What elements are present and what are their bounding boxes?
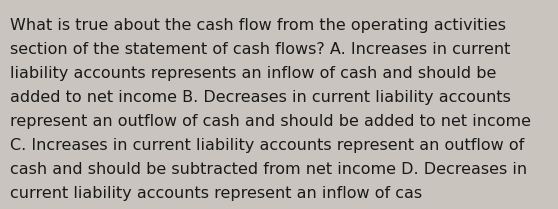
Text: added to net income B. Decreases in current liability accounts: added to net income B. Decreases in curr… [10,90,511,105]
Text: liability accounts represents an inflow of cash and should be: liability accounts represents an inflow … [10,66,497,81]
Text: section of the statement of cash flows? A. Increases in current: section of the statement of cash flows? … [10,42,511,57]
Text: cash and should be subtracted from net income D. Decreases in: cash and should be subtracted from net i… [10,162,527,177]
Text: What is true about the cash flow from the operating activities: What is true about the cash flow from th… [10,18,506,33]
Text: represent an outflow of cash and should be added to net income: represent an outflow of cash and should … [10,114,531,129]
Text: current liability accounts represent an inflow of cas: current liability accounts represent an … [10,186,422,201]
Text: C. Increases in current liability accounts represent an outflow of: C. Increases in current liability accoun… [10,138,525,153]
